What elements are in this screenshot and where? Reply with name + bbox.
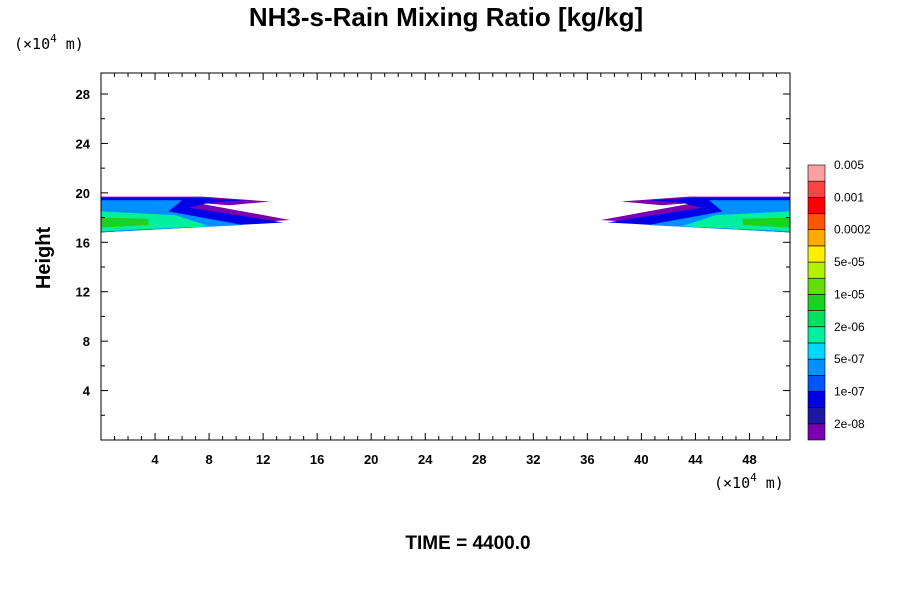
colorbar-swatch (807, 213, 826, 231)
colorbar-swatch (807, 180, 826, 198)
y-tick-label: 12 (76, 285, 90, 300)
x-tick-label: 8 (205, 452, 212, 467)
y-tick-label: 20 (76, 186, 90, 201)
chart-title: NH3-s-Rain Mixing Ratio [kg/kg] (249, 2, 643, 32)
colorbar-swatch (807, 423, 826, 441)
colorbar-swatch (807, 197, 826, 214)
right-plume-band (742, 217, 790, 228)
x-tick-label: 40 (634, 452, 648, 467)
contour-fill (101, 196, 790, 233)
colorbar-swatch (807, 294, 826, 311)
colorbar-swatch (807, 326, 826, 344)
y-tick-label: 24 (76, 136, 91, 151)
colorbar-swatch (807, 164, 826, 182)
x-axis: 4 8 12 16 20 24 28 32 36 40 44 48 (114, 73, 777, 467)
x-tick-label: 20 (364, 452, 378, 467)
colorbar-label: 1e-07 (834, 384, 865, 398)
colorbar-swatch (807, 358, 826, 376)
x-axis-unit: (×104 m) (714, 471, 784, 492)
colorbar-swatch (807, 277, 826, 295)
right-plume-band (681, 211, 790, 232)
time-label: TIME = 4400.0 (405, 533, 530, 554)
y-tick-label: 8 (83, 334, 90, 349)
colorbar-label: 0.005 (834, 158, 864, 172)
y-axis: 4 8 12 16 20 24 28 (76, 87, 790, 416)
left-plume-band (101, 217, 149, 228)
colorbar-swatch (807, 310, 826, 328)
x-tick-label: 44 (688, 452, 703, 467)
colorbar-swatch (807, 229, 826, 247)
colorbar-label: 1e-05 (834, 287, 865, 301)
x-tick-label: 28 (472, 452, 486, 467)
colorbar-swatch (807, 391, 826, 408)
y-axis-label: Height (33, 227, 55, 290)
colorbar: 2e-08 1e-07 5e-07 2e-06 1e-05 5e-05 0.0002 0.00… (807, 158, 871, 441)
x-tick-label: 16 (310, 452, 324, 467)
x-tick-label: 12 (256, 452, 270, 467)
y-tick-label: 4 (83, 384, 91, 399)
colorbar-label: 2e-06 (834, 320, 865, 334)
x-tick-label: 4 (151, 452, 159, 467)
x-tick-label: 32 (526, 452, 540, 467)
colorbar-swatch (807, 245, 826, 263)
x-tick-label: 48 (742, 452, 756, 467)
plot-frame (100, 72, 791, 441)
colorbar-swatch (807, 342, 826, 360)
colorbar-label: 0.001 (834, 190, 864, 204)
colorbar-swatch (807, 407, 826, 425)
colorbar-label: 2e-08 (834, 417, 865, 431)
colorbar-label: 5e-07 (834, 352, 865, 366)
colorbar-label: 0.0002 (834, 223, 871, 237)
colorbar-swatch (807, 261, 826, 279)
colorbar-label: 5e-05 (834, 255, 865, 269)
y-tick-label: 16 (76, 235, 90, 250)
y-tick-label: 28 (76, 87, 90, 102)
x-tick-label: 24 (418, 452, 433, 467)
colorbar-swatch (807, 374, 826, 392)
y-axis-unit: (×104 m) (14, 32, 84, 53)
x-tick-label: 36 (580, 452, 594, 467)
left-plume-band (101, 211, 210, 232)
